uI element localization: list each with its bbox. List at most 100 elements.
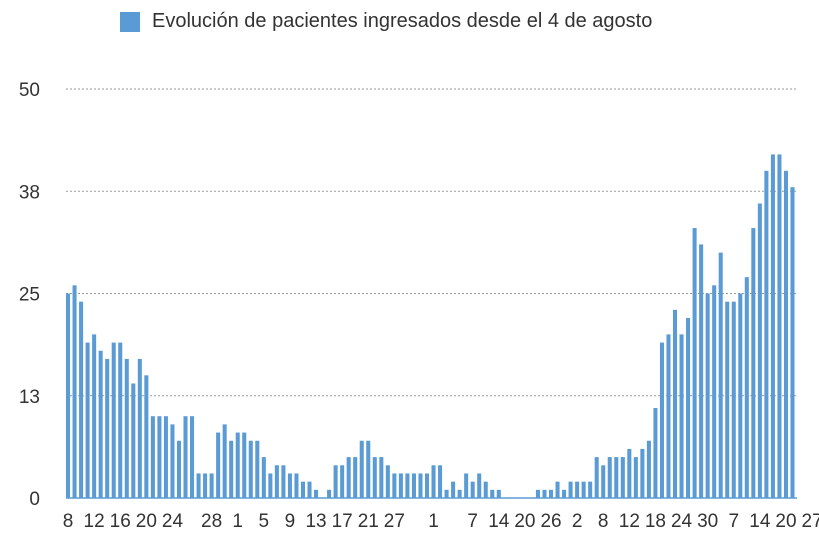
x-tick-label: 1	[232, 511, 243, 532]
bar	[66, 293, 71, 498]
bar	[438, 465, 443, 498]
x-tick-label: 14	[488, 511, 510, 532]
bar	[190, 416, 195, 498]
bar	[705, 293, 710, 498]
bar	[281, 465, 286, 498]
bar	[451, 481, 456, 498]
bar	[294, 473, 299, 498]
x-tick-label: 24	[671, 511, 693, 532]
bar	[268, 473, 273, 498]
x-tick-label: 20	[775, 511, 796, 532]
bar	[490, 489, 495, 498]
bar	[405, 473, 410, 498]
bar	[314, 489, 319, 498]
bar	[731, 301, 736, 498]
bar	[679, 334, 684, 498]
x-tick-label: 8	[598, 511, 609, 532]
bar	[424, 473, 430, 498]
x-tick-label: 5	[259, 511, 270, 532]
bar	[379, 457, 384, 498]
bar	[699, 244, 704, 498]
bar	[366, 440, 371, 498]
bar	[163, 416, 168, 498]
bar	[633, 457, 638, 498]
legend: Evolución de pacientes ingresados desde …	[120, 10, 652, 33]
x-tick-label: 27	[384, 511, 405, 532]
bar	[770, 154, 775, 498]
x-tick-label: 18	[645, 511, 666, 532]
bar	[98, 350, 103, 498]
bar	[196, 473, 201, 498]
bar	[555, 481, 560, 498]
bar	[672, 309, 678, 498]
bar	[229, 440, 234, 498]
y-tick-label: 25	[19, 285, 40, 306]
bar	[431, 465, 436, 498]
x-tick-label: 9	[285, 511, 296, 532]
x-tick-label: 13	[305, 511, 326, 532]
bar	[85, 342, 90, 498]
x-tick-label: 7	[728, 511, 739, 532]
bar	[777, 154, 782, 498]
bar	[575, 481, 580, 498]
bar	[118, 342, 123, 498]
bar	[640, 448, 645, 498]
bar	[483, 481, 488, 498]
y-tick-label: 13	[19, 387, 40, 408]
x-tick-label: 21	[358, 511, 379, 532]
bar	[548, 489, 554, 498]
bar	[346, 457, 351, 498]
bar	[535, 489, 540, 498]
bar	[653, 408, 658, 498]
x-tick-label: 8	[63, 511, 74, 532]
bar	[385, 465, 390, 498]
bar	[79, 301, 84, 498]
bar	[627, 448, 632, 498]
bar	[692, 228, 697, 498]
bar	[607, 457, 612, 498]
bar	[725, 301, 730, 498]
bar	[183, 416, 188, 498]
x-tick-label: 20	[136, 511, 157, 532]
bar	[92, 334, 97, 498]
x-tick-label: 14	[749, 511, 771, 532]
bar	[757, 203, 762, 498]
bar	[568, 481, 573, 498]
bar	[620, 457, 625, 498]
x-tick-label: 24	[162, 511, 184, 532]
bar	[470, 481, 475, 498]
bar	[718, 252, 723, 498]
bar	[751, 228, 756, 498]
bar	[646, 440, 651, 498]
bar	[209, 473, 214, 498]
y-tick-label: 38	[19, 182, 40, 203]
bar	[176, 440, 182, 498]
bar	[261, 457, 266, 498]
bar	[144, 375, 149, 498]
bar	[150, 416, 155, 498]
bar	[477, 473, 482, 498]
bar	[744, 277, 749, 498]
x-tick-label: 20	[514, 511, 535, 532]
y-tick-label: 0	[29, 489, 40, 510]
bar	[157, 416, 162, 498]
bar	[287, 473, 292, 498]
bar	[307, 481, 312, 498]
bar	[300, 481, 306, 498]
bar	[738, 293, 743, 498]
bar	[614, 457, 619, 498]
x-tick-label: 12	[619, 511, 640, 532]
x-tick-label: 30	[697, 511, 718, 532]
bar	[411, 473, 416, 498]
bar	[594, 457, 599, 498]
bar	[659, 342, 664, 498]
bar	[542, 489, 547, 498]
bar	[783, 170, 788, 499]
x-tick-label: 16	[110, 511, 131, 532]
bar	[105, 358, 110, 498]
bar	[666, 334, 671, 498]
bar	[562, 489, 567, 498]
x-tick-label: 2	[572, 511, 583, 532]
